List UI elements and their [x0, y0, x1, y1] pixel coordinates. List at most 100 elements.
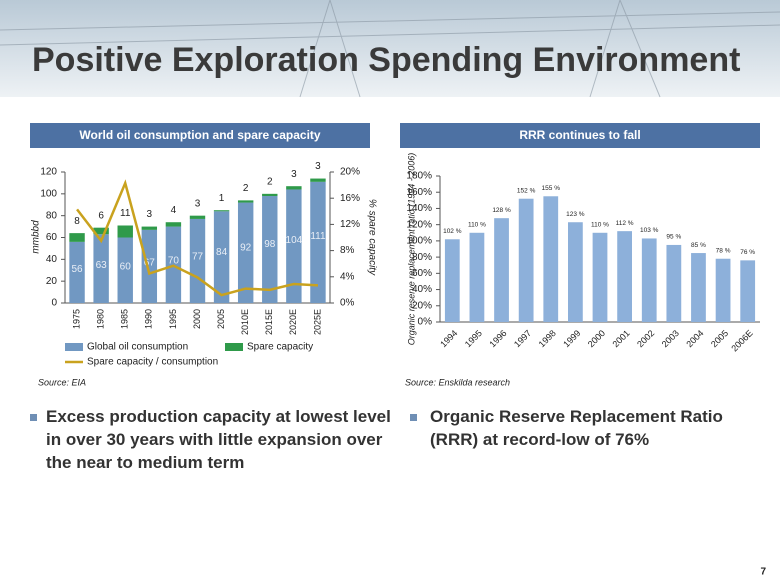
- data-label: 77: [192, 251, 204, 262]
- data-label: 1: [219, 193, 225, 204]
- data-label: 152 %: [517, 187, 536, 194]
- y-axis-label: mmbbd: [31, 220, 42, 254]
- chart-header: RRR continues to fall: [519, 128, 640, 142]
- bullet-text: Excess production capacity at lowest lev…: [46, 407, 391, 472]
- data-label: 102 %: [443, 228, 462, 235]
- data-label: 85 %: [691, 242, 706, 249]
- x-tick-label: 1995: [463, 328, 484, 349]
- data-label: 110 %: [468, 221, 486, 228]
- x-tick-label: 1975: [71, 309, 81, 329]
- bar: [740, 260, 756, 322]
- line: [76, 179, 319, 297]
- bar: [494, 218, 509, 322]
- y-tick-label: 100: [40, 188, 57, 199]
- bar-segment: [141, 229, 158, 303]
- legend-label: Global oil consumption: [87, 342, 188, 353]
- data-label: 67: [144, 257, 156, 268]
- y-tick-label: 100%: [406, 236, 432, 247]
- y-tick-label: 60: [46, 232, 58, 243]
- data-label: 123 %: [566, 211, 585, 218]
- legend-swatch: [65, 343, 83, 351]
- bar-segment: [286, 189, 302, 303]
- data-label: 98: [264, 239, 276, 250]
- y-axis-label: Organic reserve replacement ratio (1994 …: [406, 153, 416, 346]
- y-tick-label: 120%: [406, 219, 432, 230]
- y-tick-label: 20: [46, 276, 58, 287]
- x-tick-label: 2015E: [264, 309, 274, 335]
- x-tick-label: 2005: [709, 328, 730, 349]
- bar-segment: [189, 215, 206, 219]
- pylon-decoration: [0, 0, 780, 98]
- bar-segment: [286, 186, 302, 190]
- x-tick-label: 1990: [144, 309, 154, 329]
- bar-segment: [69, 233, 85, 242]
- bullet-marker: [30, 414, 37, 421]
- data-label: 110 %: [591, 221, 609, 228]
- bar-segment: [189, 218, 206, 303]
- y2-tick-label: 4%: [340, 271, 355, 282]
- x-tick-label: 2025E: [312, 309, 322, 335]
- bar-segment: [69, 241, 85, 303]
- y-tick-label: 140%: [406, 203, 432, 214]
- y2-tick-label: 16%: [340, 193, 360, 204]
- bar: [592, 232, 608, 322]
- bar: [568, 222, 583, 322]
- bar-segment: [93, 227, 109, 235]
- y-tick-label: 40: [46, 254, 58, 265]
- x-tick-label: 1997: [512, 328, 533, 349]
- bar-segment: [213, 211, 230, 303]
- bar: [444, 239, 460, 322]
- data-label: 76 %: [740, 249, 755, 256]
- x-tick-label: 1995: [168, 309, 178, 329]
- data-label: 155 %: [542, 185, 561, 192]
- data-label: 95 %: [666, 234, 681, 241]
- bar: [715, 258, 731, 322]
- x-tick-label: 1996: [487, 328, 508, 349]
- bar: [543, 196, 559, 322]
- bar: [518, 198, 534, 322]
- bar-segment: [117, 237, 133, 303]
- chart-header-bg: [30, 123, 370, 148]
- bar-segment: [237, 200, 254, 203]
- data-label: 128 %: [492, 207, 511, 214]
- y-tick-label: 40%: [412, 284, 432, 295]
- x-tick-label: 1999: [561, 328, 582, 349]
- bar-segment: [141, 226, 158, 230]
- bullet-text: Organic Reserve Replacement Ratio (RRR) …: [430, 407, 723, 449]
- data-label: 84: [216, 247, 228, 258]
- bar-segment: [262, 193, 278, 197]
- x-tick-label: 2020E: [288, 309, 298, 335]
- x-tick-label: 2002: [635, 328, 656, 349]
- bar-segment: [237, 202, 254, 303]
- data-label: 3: [147, 209, 153, 220]
- y2-tick-label: 20%: [340, 167, 360, 178]
- data-label: 3: [195, 198, 201, 209]
- data-label: 92: [240, 242, 252, 253]
- y-tick-label: 20%: [412, 300, 432, 311]
- bar: [691, 253, 706, 322]
- y-tick-label: 80: [46, 210, 58, 221]
- x-tick-label: 2000: [192, 309, 202, 329]
- y-tick-label: 0%: [418, 317, 433, 328]
- y-tick-label: 60%: [412, 268, 432, 279]
- page-number: 7: [760, 567, 766, 578]
- bar-segment: [262, 196, 278, 303]
- x-tick-label: 1994: [438, 328, 459, 349]
- data-label: 11: [120, 208, 131, 219]
- data-label: 4: [171, 205, 177, 216]
- x-tick-label: 2003: [660, 328, 681, 349]
- data-label: 111: [310, 231, 326, 242]
- y2-tick-label: 0%: [340, 298, 355, 309]
- data-label: 8: [74, 216, 80, 227]
- source: Source: Enskilda research: [405, 377, 510, 387]
- bar-segment: [310, 181, 326, 303]
- bar: [469, 232, 485, 322]
- x-tick-label: 1985: [120, 309, 130, 329]
- source: Source: EIA: [38, 377, 86, 387]
- data-label: 63: [96, 260, 108, 271]
- y-tick-label: 160%: [406, 187, 432, 198]
- y-tick-label: 120: [40, 167, 57, 178]
- bar-segment: [93, 234, 109, 303]
